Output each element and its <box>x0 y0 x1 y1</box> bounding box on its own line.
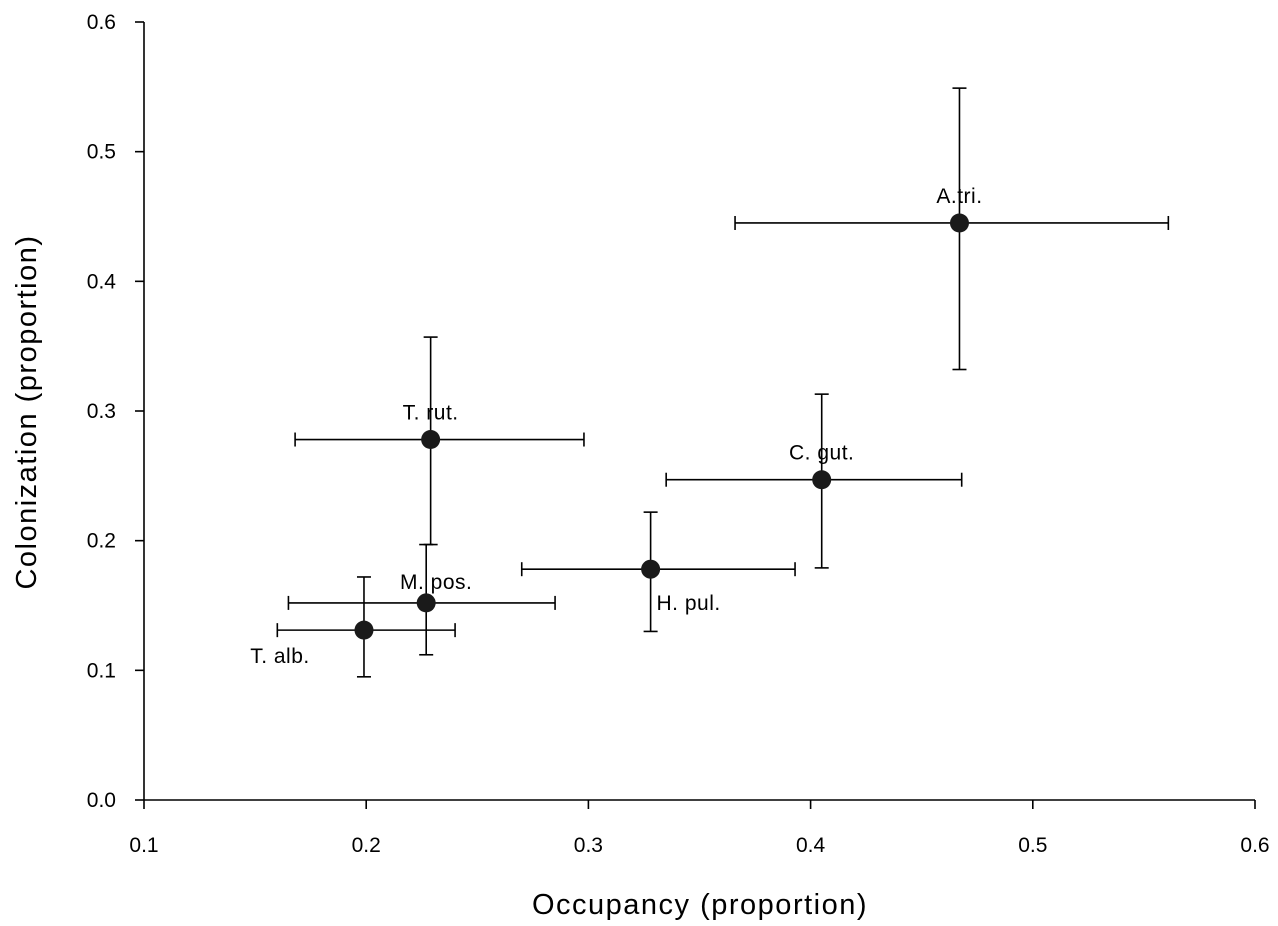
y-tick-label: 0.2 <box>87 530 116 553</box>
x-axis-title: Occupancy (proportion) <box>532 889 868 921</box>
x-tick-label: 0.2 <box>352 834 381 857</box>
data-point <box>416 593 436 613</box>
x-tick-label: 0.1 <box>129 834 158 857</box>
x-axis-ticks: 0.1 0.2 0.3 0.4 0.5 0.6 <box>129 800 1270 857</box>
data-point <box>641 559 661 579</box>
y-tick-label: 0.5 <box>87 141 116 164</box>
point-labels: A.tri. T. rut. C. gut. H. pul. M. pos. T. alb… <box>250 185 982 668</box>
data-point <box>949 213 969 233</box>
y-tick-label: 0.0 <box>87 789 116 812</box>
y-tick-label: 0.3 <box>87 400 116 423</box>
point-label: H. pul. <box>657 592 721 615</box>
y-tick-label: 0.4 <box>87 270 117 293</box>
data-point <box>421 430 441 450</box>
x-tick-label: 0.6 <box>1240 834 1269 857</box>
point-label: T. alb. <box>250 645 310 668</box>
y-axis-title: Colonization (proportion) <box>11 234 43 589</box>
data-points <box>354 213 969 640</box>
y-tick-label: 0.6 <box>87 11 116 34</box>
point-label: T. rut. <box>403 402 459 425</box>
x-tick-label: 0.5 <box>1018 834 1047 857</box>
point-label: C. gut. <box>789 442 854 465</box>
data-point <box>812 470 832 490</box>
x-tick-label: 0.4 <box>796 834 826 857</box>
y-axis-ticks: 0.0 0.1 0.2 0.3 0.4 0.5 0.6 <box>87 11 144 812</box>
axes <box>143 22 1255 801</box>
x-tick-label: 0.3 <box>574 834 603 857</box>
y-tick-label: 0.1 <box>87 659 116 682</box>
data-point <box>354 620 374 640</box>
point-label: M. pos. <box>400 571 472 594</box>
point-label: A.tri. <box>936 185 982 208</box>
